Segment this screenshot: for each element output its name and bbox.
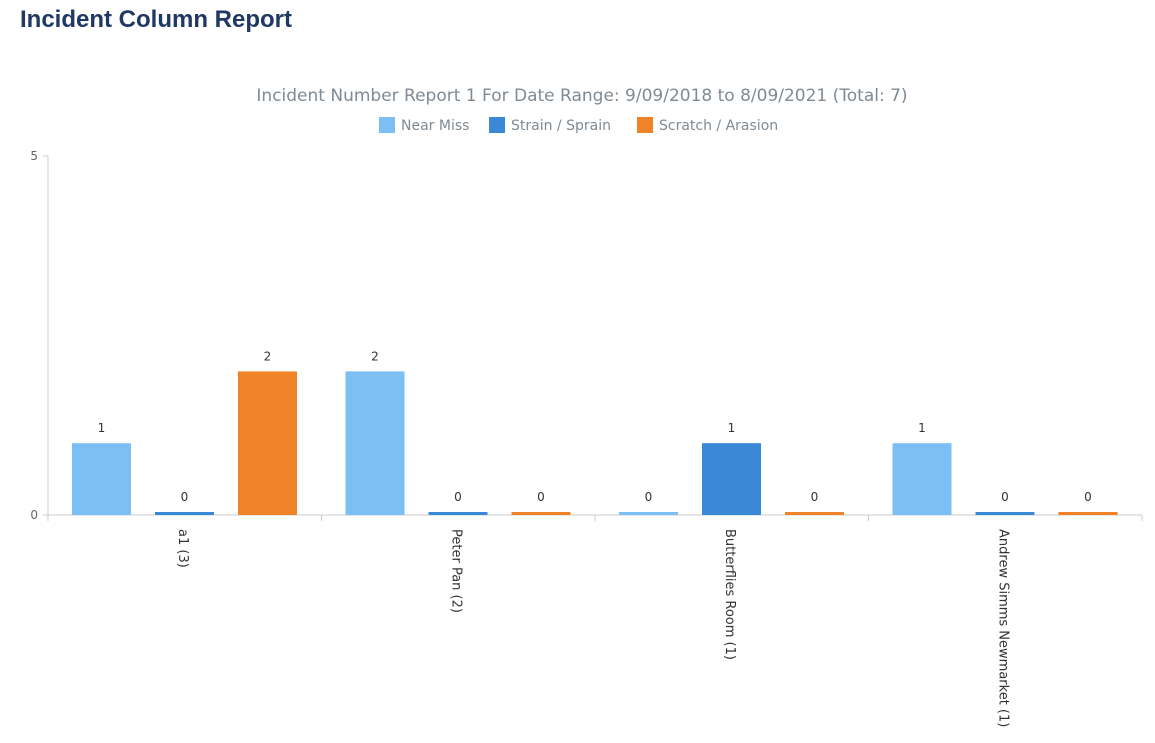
data-label-strain-sprain-a1-3: 0 — [181, 490, 189, 504]
bar-scratch-arasion-a1-3 — [238, 371, 297, 515]
data-label-strain-sprain-andrew-simms-newmarket-1: 0 — [1001, 490, 1009, 504]
bar-strain-sprain-butterflies-room-1 — [702, 443, 761, 515]
chart-data-labels: 1 0 2 2 0 0 0 1 0 1 0 0 — [98, 349, 1092, 504]
legend-swatch-strain-sprain — [489, 117, 505, 133]
bar-near-miss-peter-pan-2 — [345, 371, 405, 515]
data-label-scratch-arasion-andrew-simms-newmarket-1: 0 — [1084, 490, 1092, 504]
legend-swatch-scratch-arasion — [637, 117, 653, 133]
data-label-scratch-arasion-butterflies-room-1: 0 — [811, 490, 819, 504]
bar-near-miss-a1-3 — [72, 443, 131, 515]
data-label-scratch-arasion-a1-3: 2 — [264, 349, 272, 363]
bar-scratch-arasion-peter-pan-2 — [511, 512, 571, 515]
x-category-label-a1-3: a1 (3) — [175, 529, 190, 568]
bar-near-miss-andrew-simms-newmarket-1 — [892, 443, 952, 515]
chart-bars — [72, 371, 1118, 515]
chart-legend: Near Miss Strain / Sprain Scratch / Arasio… — [379, 117, 778, 134]
data-label-near-miss-andrew-simms-newmarket-1: 1 — [918, 421, 926, 435]
data-label-near-miss-peter-pan-2: 2 — [371, 349, 379, 363]
data-label-scratch-arasion-peter-pan-2: 0 — [537, 490, 545, 504]
bar-strain-sprain-andrew-simms-newmarket-1 — [975, 512, 1035, 515]
chart-title: Incident Number Report 1 For Date Range:… — [256, 86, 907, 106]
chart-axes: 05 — [30, 149, 1143, 522]
bar-scratch-arasion-andrew-simms-newmarket-1 — [1058, 512, 1118, 515]
data-label-strain-sprain-butterflies-room-1: 1 — [728, 421, 736, 435]
data-label-near-miss-a1-3: 1 — [98, 421, 106, 435]
page-title: Incident Column Report — [20, 6, 292, 33]
legend-swatch-near-miss — [379, 117, 395, 133]
bar-scratch-arasion-butterflies-room-1 — [785, 512, 844, 515]
legend-label-near-miss: Near Miss — [401, 118, 469, 134]
x-category-label-butterflies-room-1: Butterflies Room (1) — [722, 529, 737, 660]
legend-label-strain-sprain: Strain / Sprain — [511, 118, 611, 134]
x-category-label-peter-pan-2: Peter Pan (2) — [448, 529, 463, 613]
bar-near-miss-butterflies-room-1 — [619, 512, 678, 515]
y-tick-label: 5 — [30, 149, 38, 163]
data-label-strain-sprain-peter-pan-2: 0 — [454, 490, 462, 504]
chart-category-labels: a1 (3) Peter Pan (2) Butterflies Room (1) A… — [175, 529, 1011, 727]
x-category-label-andrew-simms-newmarket-1: Andrew Simms Newmarket (1) — [995, 529, 1010, 727]
bar-strain-sprain-a1-3 — [155, 512, 214, 515]
data-label-near-miss-butterflies-room-1: 0 — [645, 490, 653, 504]
bar-strain-sprain-peter-pan-2 — [428, 512, 488, 515]
legend-label-scratch-arasion: Scratch / Arasion — [659, 118, 778, 134]
y-tick-label: 0 — [30, 508, 38, 522]
